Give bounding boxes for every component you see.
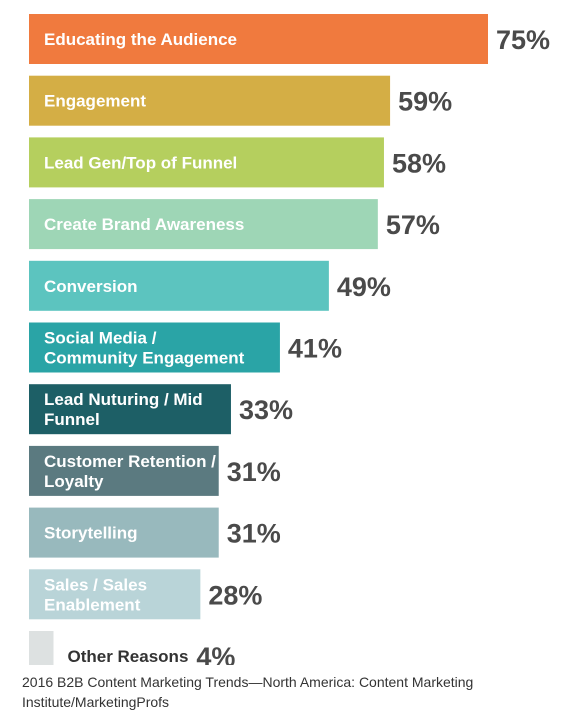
bar xyxy=(29,384,231,435)
bar-category-label: Sales / Sales Enablement xyxy=(44,575,147,614)
bar-category-label: Lead Nuturing / Mid Funnel xyxy=(44,390,203,429)
bar-value-label: 31% xyxy=(227,519,281,549)
bar xyxy=(29,631,54,665)
bar xyxy=(29,507,219,558)
bar-chart: Educating the Audience 75% Engagement 59% Le… xyxy=(29,14,550,665)
bar-category-label: Create Brand Awareness xyxy=(44,215,244,234)
bar-category-label: Lead Gen/Top of Funnel xyxy=(44,153,237,172)
bar-category-label: Other Reasons xyxy=(67,647,188,665)
bar xyxy=(29,199,378,250)
bar-category-label: Conversion xyxy=(44,277,138,296)
bar-category-label: Social Media / Community Engagement xyxy=(44,329,245,368)
bar xyxy=(29,322,280,373)
bar xyxy=(29,137,384,188)
bar-value-label: 49% xyxy=(337,272,391,302)
bar xyxy=(29,14,488,64)
bar xyxy=(29,445,219,496)
bar-category-label: Engagement xyxy=(44,92,146,111)
bar xyxy=(29,260,329,311)
bar-value-label: 41% xyxy=(288,334,342,364)
bar-value-label: 58% xyxy=(392,148,446,178)
bar-value-label: 31% xyxy=(227,457,281,487)
bar-category-label: Customer Retention / Loyalty xyxy=(44,452,216,491)
bar-value-label: 59% xyxy=(398,87,452,117)
source-caption: 2016 B2B Content Marketing Trends—North … xyxy=(22,674,474,710)
bar-value-label: 75% xyxy=(496,25,550,55)
bar-value-label: 57% xyxy=(386,210,440,240)
bar-value-label: 28% xyxy=(208,580,262,610)
bar-value-label: 33% xyxy=(239,395,293,425)
bar-category-label: Educating the Audience xyxy=(44,30,237,49)
bar-value-label: 4% xyxy=(196,642,235,665)
bar xyxy=(29,75,391,126)
bar xyxy=(29,569,201,620)
bar-category-label: Storytelling xyxy=(44,524,138,543)
